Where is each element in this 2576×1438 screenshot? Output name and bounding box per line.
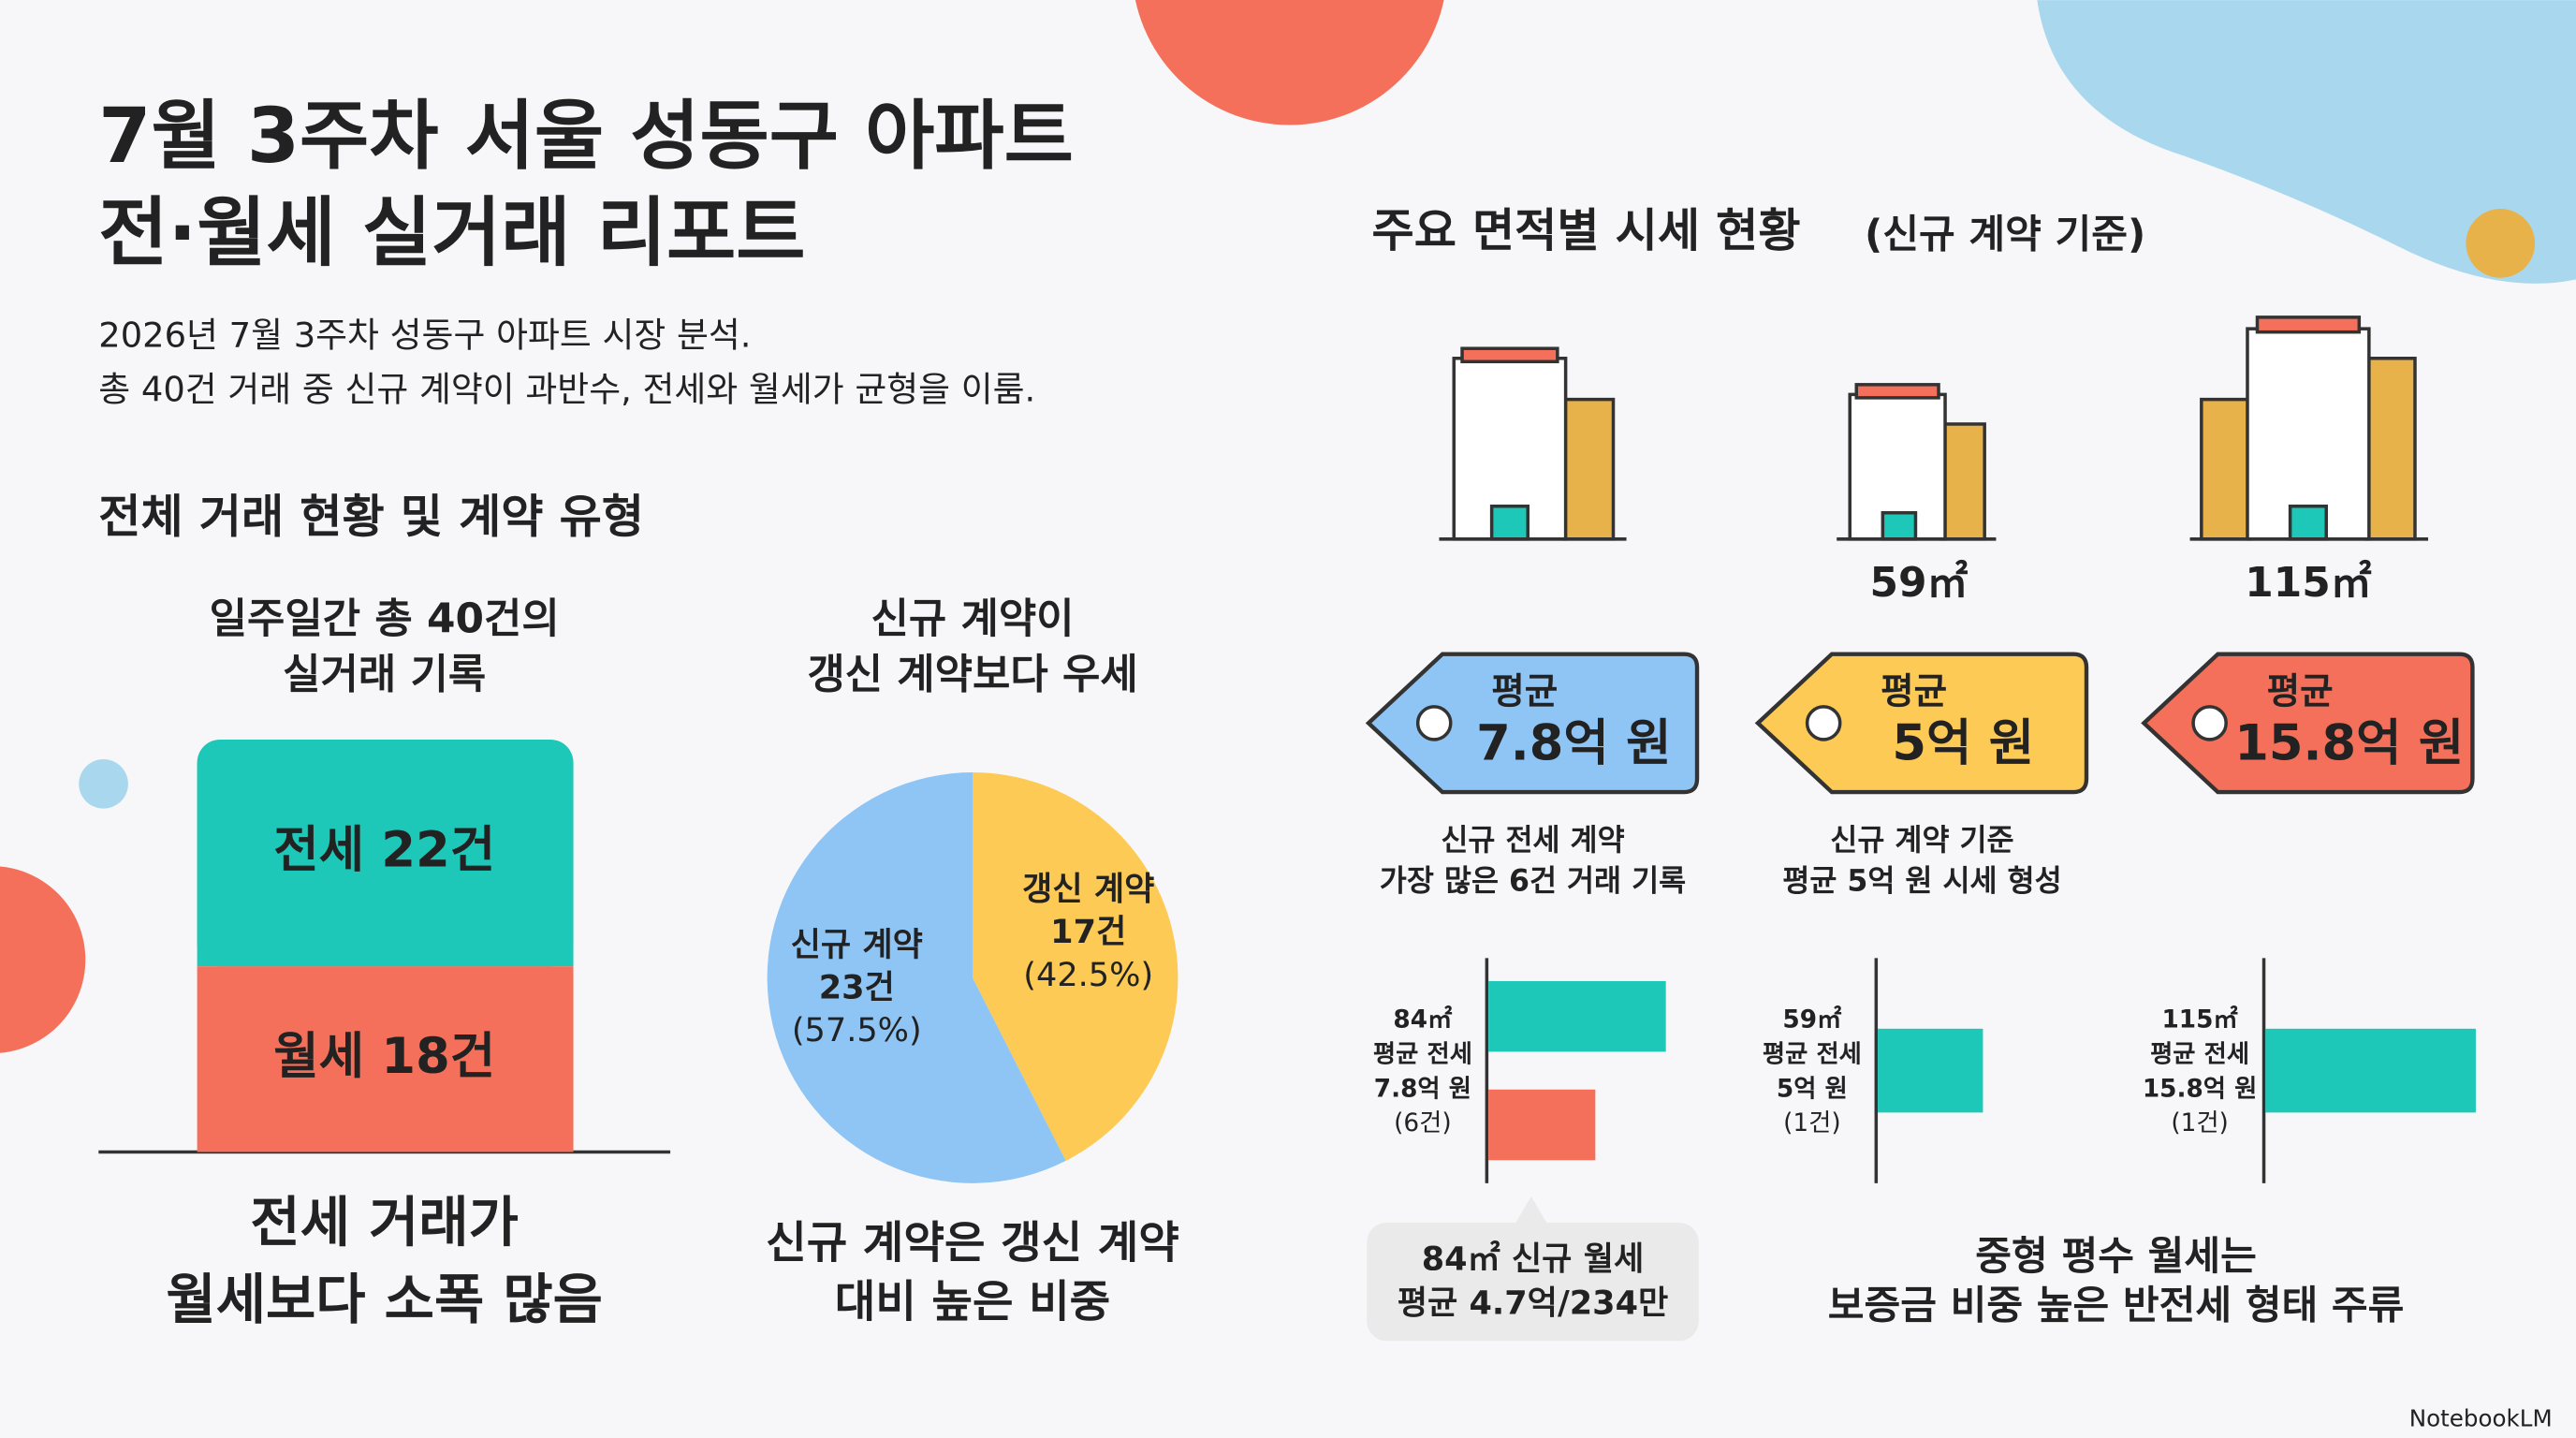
footnote: 보증금 비중 높은 반전세 형태 주류 [1828, 1283, 2405, 1328]
slice-label: (57.5%) [792, 1011, 922, 1049]
bar-label: (1건) [2171, 1109, 2228, 1137]
tag-text: 15.8억 원 [2234, 715, 2464, 772]
bar [2265, 1028, 2476, 1113]
tag-desc: 신규 계약 기준 [1830, 824, 2013, 858]
subtitle: 총 40건 거래 중 신규 계약이 과반수, 전세와 월세가 균형을 이룸. [98, 369, 1035, 409]
subtitle: 2026년 7월 3주차 성동구 아파트 시장 분석. [98, 315, 751, 355]
bar-label: 평균 전세 [1763, 1040, 1862, 1068]
decor [0, 866, 86, 1053]
pie-slice [973, 772, 1178, 1161]
caption: 신규 계약이 [871, 595, 1075, 643]
footnote: 중형 평수 월세는 [1975, 1233, 2257, 1279]
decor [2466, 209, 2536, 278]
caption: 일주일간 총 40건의 [210, 595, 560, 643]
tag-hole [1415, 705, 1453, 741]
bar-label: 7.8억 원 [1374, 1075, 1471, 1103]
area-label: 59㎡ [1870, 559, 1969, 607]
bar-label: (1건) [1783, 1109, 1840, 1137]
pie-slice [767, 772, 1066, 1183]
price-tag [1754, 652, 2089, 795]
section-heading-note: (신규 계약 기준) [1865, 211, 2145, 257]
tag-hole [2191, 705, 2228, 741]
slice-label: 23건 [819, 969, 895, 1007]
bar-label: 평균 전세 [2150, 1040, 2249, 1068]
slice-label: (42.5%) [1023, 956, 1153, 994]
callout-box [1367, 1196, 1699, 1342]
bar-label: 84㎡ [1393, 1005, 1453, 1034]
tag-desc: 신규 전세 계약 [1441, 824, 1624, 858]
note: 월세보다 소폭 많음 [166, 1268, 603, 1331]
callout: 평균 4.7억/234만 [1398, 1284, 1669, 1323]
title: 전·월세 실거래 리포트 [98, 190, 805, 278]
tag-text: 평균 [1491, 670, 1558, 712]
decor [79, 759, 128, 809]
slice-label: 17건 [1050, 913, 1126, 951]
price-tag [2141, 652, 2475, 795]
section-heading: 전체 거래 현황 및 계약 유형 [98, 489, 644, 543]
tag-desc: 평균 5억 원 시세 형성 [1782, 865, 2061, 899]
bar-label: 평균 전세 [1373, 1040, 1472, 1068]
decor [2037, 0, 2576, 284]
tag-text: 평균 [2267, 670, 2334, 712]
bar-label: 115㎡ [2161, 1005, 2238, 1034]
slice-label: 갱신 계약 [1022, 871, 1154, 909]
section-heading: 주요 면적별 시세 현황 [1372, 203, 1801, 257]
caption: 실거래 기록 [283, 651, 486, 698]
tag-desc: 가장 많은 6건 거래 기록 [1380, 865, 1686, 899]
bar [1488, 1089, 1596, 1161]
tag-text: 평균 [1881, 670, 1947, 712]
tag-text: 7.8억 원 [1476, 715, 1671, 772]
segment-label: 월세 18건 [273, 1028, 495, 1085]
segment-label: 전세 22건 [273, 822, 495, 879]
note: 신규 계약은 갱신 계약 [766, 1218, 1179, 1269]
bar-segment-fill [197, 762, 574, 967]
note: 대비 높은 비중 [835, 1277, 1110, 1328]
title: 7월 3주차 서울 성동구 아파트 [98, 93, 1074, 181]
price-tag [1365, 652, 1700, 795]
slice-label: 신규 계약 [791, 926, 923, 964]
tag-text: 5억 원 [1892, 715, 2034, 772]
note: 전세 거래가 [250, 1191, 519, 1255]
area-label: 115㎡ [2245, 559, 2372, 607]
bar-label: (6건) [1394, 1109, 1451, 1137]
caption: 갱신 계약보다 우세 [807, 651, 1137, 698]
bar-label: 15.8억 원 [2143, 1075, 2258, 1103]
decor [1134, 0, 1444, 125]
bar-label: 59㎡ [1782, 1005, 1842, 1034]
tag-hole [1805, 705, 1842, 741]
bar-label: 5억 원 [1777, 1075, 1848, 1103]
bar [1488, 980, 1666, 1052]
callout: 84㎡ 신규 월세 [1422, 1240, 1645, 1278]
building-icons [1439, 315, 2429, 541]
bar-segment [197, 966, 574, 1152]
brand: NotebookLM [2409, 1405, 2553, 1432]
bar [1878, 1028, 1983, 1113]
